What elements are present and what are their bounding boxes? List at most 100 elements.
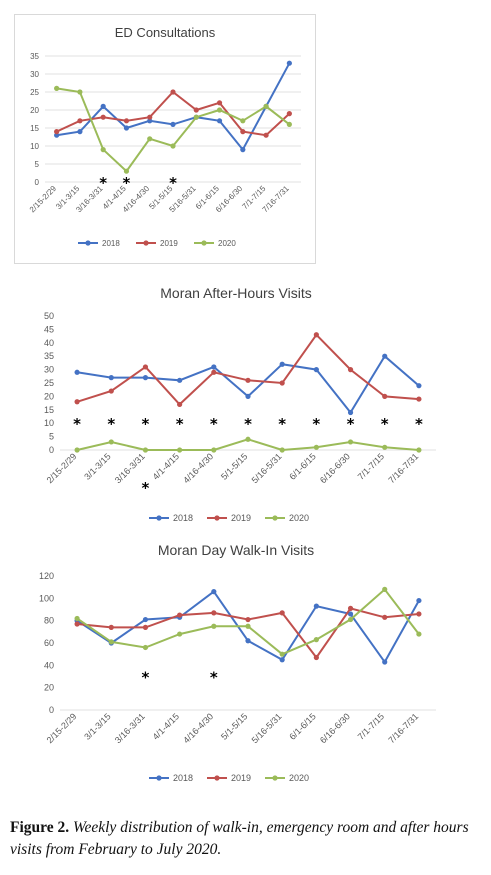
y-tick-label: 50 — [44, 311, 54, 321]
caption-text: Weekly distribution of walk-in, emergenc… — [10, 819, 469, 858]
y-tick-label: 15 — [30, 124, 39, 133]
data-point-2019 — [77, 118, 83, 124]
x-tick-label: 7/16-7/31 — [386, 451, 420, 485]
data-point-2019 — [142, 364, 149, 370]
legend-marker-2018 — [156, 775, 162, 781]
data-point-2018 — [211, 589, 217, 595]
significance-asterisk: * — [123, 174, 131, 192]
data-point-2019 — [245, 377, 251, 383]
data-point-2019 — [382, 393, 388, 399]
legend-marker-2020 — [272, 515, 278, 521]
data-point-2019 — [313, 654, 319, 661]
data-point-2019 — [211, 610, 217, 616]
y-tick-label: 35 — [44, 351, 54, 361]
data-point-2020 — [263, 103, 269, 109]
significance-asterisk: * — [99, 174, 107, 192]
data-point-2018 — [286, 60, 292, 66]
ed-consultations-chart: ED Consultations 0 5 10 15 20 25 30 35 2/15-2/29 3… — [14, 14, 316, 264]
data-point-2020 — [74, 615, 80, 622]
data-point-2019 — [416, 396, 422, 402]
day-walk-in-visits-svg: Moran Day Walk-In Visits 0 20 40 60 80 100 120 2… — [39, 542, 436, 783]
day-walk-in-visits-chart: Moran Day Walk-In Visits 0 20 40 60 80 100 120 2… — [14, 538, 458, 792]
chart-title: Moran After-Hours Visits — [160, 285, 311, 301]
data-point-2020 — [347, 616, 354, 623]
data-point-2020 — [382, 586, 388, 592]
significance-asterisk: * — [142, 415, 150, 433]
significance-asterisk: * — [312, 415, 320, 433]
data-point-2018 — [54, 132, 60, 138]
y-tick-label: 30 — [30, 70, 39, 79]
y-tick-label: 5 — [49, 432, 54, 442]
series-line-2018 — [76, 354, 420, 415]
data-point-2019 — [147, 114, 153, 120]
data-point-2019 — [100, 114, 106, 120]
legend-marker-2020 — [201, 240, 207, 246]
significance-asterisk: * — [210, 669, 218, 687]
legend-label-2020: 2020 — [289, 513, 309, 523]
significance-asterisk: * — [347, 415, 355, 433]
legend-label-2019: 2019 — [160, 239, 178, 248]
x-tick-label: 6/1-6/15 — [287, 451, 317, 481]
legend-marker-2019 — [214, 515, 220, 521]
x-tick-label: 2/15-2/29 — [45, 711, 79, 745]
data-point-2018 — [313, 603, 319, 609]
data-point-2018 — [416, 383, 422, 389]
data-point-2019 — [382, 614, 388, 620]
data-point-2018 — [347, 409, 354, 416]
data-point-2020 — [74, 447, 80, 453]
x-tick-label: 6/1-6/15 — [287, 711, 317, 741]
significance-asterisk: * — [381, 415, 389, 433]
y-tick-label: 35 — [30, 52, 39, 61]
x-tick-label: 2/15-2/29 — [45, 451, 79, 485]
legend-label-2018: 2018 — [173, 773, 193, 783]
significance-asterisk: * — [142, 669, 150, 687]
x-tick-label: 4/1-4/15 — [151, 711, 181, 741]
caption-label: Figure 2. — [10, 819, 70, 836]
significance-asterisk: * — [107, 415, 115, 433]
legend-marker-2018 — [85, 240, 91, 246]
data-point-2020 — [177, 631, 183, 637]
data-point-2020 — [245, 623, 251, 629]
significance-asterisk: * — [210, 415, 218, 433]
y-tick-label: 15 — [44, 405, 54, 415]
y-tick-label: 25 — [30, 88, 39, 97]
data-point-2020 — [313, 637, 319, 643]
chart-title: ED Consultations — [115, 25, 216, 40]
y-tick-label: 40 — [44, 660, 54, 670]
significance-asterisk: * — [415, 415, 423, 433]
data-point-2018 — [382, 659, 388, 665]
data-point-2018 — [123, 125, 130, 131]
y-tick-label: 120 — [39, 571, 54, 581]
data-point-2020 — [416, 631, 422, 637]
data-point-2019 — [286, 111, 292, 117]
data-point-2018 — [279, 657, 285, 663]
data-point-2020 — [286, 121, 292, 127]
y-tick-label: 0 — [49, 445, 54, 455]
data-point-2019 — [170, 89, 176, 95]
data-point-2018 — [279, 361, 285, 367]
x-tick-label: 3/16-3/31 — [113, 711, 147, 745]
y-tick-label: 20 — [44, 683, 54, 693]
data-point-2018 — [240, 147, 246, 153]
data-point-2020 — [313, 444, 319, 450]
x-tick-label: 5/1-5/15 — [219, 711, 249, 741]
data-point-2020 — [108, 639, 114, 645]
data-point-2019 — [416, 611, 422, 617]
data-point-2018 — [142, 616, 149, 623]
y-tick-label: 100 — [39, 593, 54, 603]
data-point-2020 — [240, 118, 246, 124]
data-point-2018 — [74, 369, 80, 375]
y-tick-label: 5 — [35, 160, 40, 169]
data-point-2020 — [77, 89, 83, 95]
legend-label-2020: 2020 — [289, 773, 309, 783]
data-point-2020 — [245, 436, 251, 442]
data-point-2019 — [177, 612, 183, 618]
data-point-2020 — [211, 623, 217, 629]
x-tick-label: 5/1-5/15 — [219, 451, 249, 481]
data-point-2020 — [416, 447, 422, 453]
data-point-2020 — [382, 444, 388, 450]
x-tick-label: 4/16-4/30 — [181, 711, 215, 745]
data-point-2020 — [279, 651, 285, 657]
legend-label-2020: 2020 — [218, 239, 236, 248]
data-point-2018 — [170, 121, 176, 127]
